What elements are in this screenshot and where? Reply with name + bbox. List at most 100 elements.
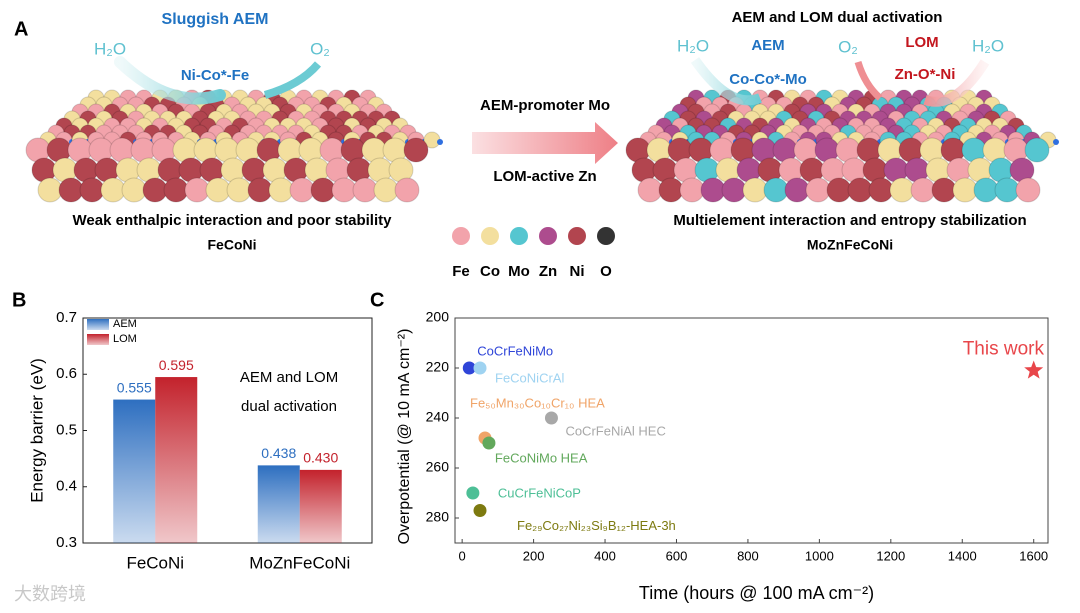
atom (394, 177, 420, 203)
oxygen (437, 139, 443, 145)
point (473, 504, 487, 517)
y-tick-label: 240 (426, 409, 450, 425)
y-tick-label: 0.5 (56, 421, 77, 438)
legend-label: Ni (570, 263, 585, 280)
site-label: Co-Co*-Mo (729, 71, 806, 88)
reactant: H₂O (94, 39, 126, 58)
point-label: FeCoNiCrAl (495, 370, 564, 385)
annotation: AEM and LOM (240, 369, 338, 386)
atom (331, 177, 357, 203)
atom (289, 177, 315, 203)
panel-label: B (12, 289, 26, 311)
atom (310, 177, 336, 203)
atom (268, 177, 294, 203)
y-axis-label: Overpotential (@ 10 mA cm⁻²) (396, 329, 413, 545)
bar (299, 469, 342, 543)
x-tick-label: 1600 (1019, 548, 1048, 563)
point (473, 361, 487, 375)
value-label: 0.438 (261, 445, 296, 461)
y-tick-label: 280 (426, 509, 450, 525)
y-axis-label: Energy barrier (eV) (27, 358, 46, 503)
atom (973, 177, 999, 203)
point (466, 486, 480, 500)
arrow-label: LOM-active Zn (493, 168, 596, 185)
bar (113, 399, 156, 543)
y-tick-label: 200 (426, 309, 450, 325)
atom (847, 177, 873, 203)
arrow (472, 122, 618, 164)
x-tick-label: 600 (666, 548, 688, 563)
legend-swatch (510, 227, 528, 245)
site-label: Ni-Co*-Fe (181, 67, 249, 84)
atom (58, 177, 84, 203)
point (544, 411, 558, 425)
flow (923, 59, 990, 107)
legend-swatch (87, 319, 109, 330)
caption: Weak enthalpic interaction and poor stab… (73, 212, 393, 229)
title: AEM and LOM dual activation (732, 9, 943, 26)
flow (114, 56, 226, 105)
x-tick-label: 0 (459, 548, 466, 563)
point (462, 361, 476, 375)
legend-label: AEM (113, 318, 137, 330)
panel-label: A (14, 18, 28, 40)
atom-legend: Fe Co Mo Zn Ni O (452, 227, 615, 280)
legend-label: Fe (452, 263, 470, 280)
legend-swatch (87, 334, 109, 345)
atom (931, 177, 957, 203)
scatter-chart: C 0 200 400 600 800 1000 1200 1400 1600 200 220 240 2… (370, 289, 1049, 603)
legend-swatch (452, 227, 470, 245)
atom (1024, 137, 1050, 163)
x-tick-label: 1200 (876, 548, 905, 563)
point-label: FeCoNiMo HEA (495, 450, 588, 465)
arrow-label: AEM-promoter Mo (480, 97, 610, 114)
atom (868, 177, 894, 203)
atom (142, 177, 168, 203)
atom (742, 177, 768, 203)
watermark: 大数跨境 (14, 584, 86, 604)
flow (854, 60, 883, 101)
material: FeCoNi (208, 237, 257, 253)
legend-swatch (597, 227, 615, 245)
atom (721, 177, 747, 203)
legend-label: Mo (508, 263, 530, 280)
value-label: 0.595 (159, 357, 194, 373)
product: O₂ (838, 37, 858, 56)
panel-label: C (370, 289, 384, 311)
y-tick-label: 0.6 (56, 365, 77, 382)
atom (100, 177, 126, 203)
x-tick-label: FeCoNi (126, 553, 184, 572)
value-label: 0.430 (303, 450, 338, 466)
atom (205, 177, 231, 203)
legend-label: Zn (539, 263, 557, 280)
atom (403, 137, 429, 163)
x-tick-label: 200 (523, 548, 545, 563)
atom (763, 177, 789, 203)
point-label: CoCrFeNiMo (477, 343, 553, 358)
atom (121, 177, 147, 203)
x-tick-label: MoZnFeCoNi (249, 553, 350, 572)
annotation: dual activation (241, 398, 337, 415)
atom (889, 177, 915, 203)
point-label: Fe₂₉Co₂₇Ni₂₃Si₉B₁₂-HEA-3h (517, 518, 676, 533)
y-tick-label: 0.7 (56, 309, 77, 326)
y-tick-label: 0.4 (56, 478, 77, 495)
mechanism: AEM (751, 37, 784, 54)
atom (910, 177, 936, 203)
atom (952, 177, 978, 203)
y-tick-label: 260 (426, 459, 450, 475)
material: MoZnFeCoNi (807, 237, 893, 253)
flow (263, 61, 322, 99)
x-tick-label: 400 (594, 548, 616, 563)
x-axis-label: Time (hours @ 100 mA cm⁻²) (639, 583, 874, 603)
atom (1015, 177, 1041, 203)
atom (247, 177, 273, 203)
legend-swatch (568, 227, 586, 245)
point (482, 436, 496, 450)
atom (373, 177, 399, 203)
reactant: H₂O (677, 36, 709, 55)
point-label: Fe₅₀Mn₃₀Co₁₀Cr₁₀ HEA (470, 395, 605, 410)
atom (805, 177, 831, 203)
bar (257, 465, 300, 543)
